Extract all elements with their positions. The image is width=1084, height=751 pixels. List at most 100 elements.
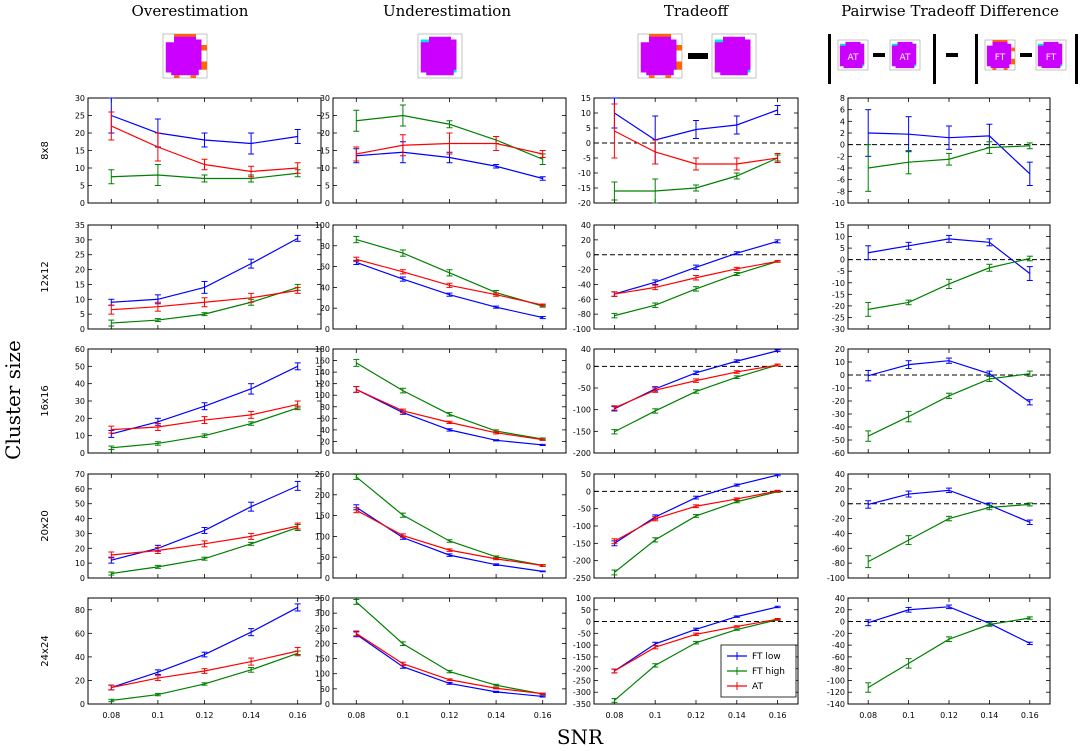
y-tick-label: 0 [325, 574, 330, 583]
y-tick-label: 160 [315, 357, 330, 366]
y-tick-label: 0 [840, 256, 845, 265]
y-tick-label: 15 [320, 147, 330, 156]
y-tick-label: -100 [827, 676, 845, 685]
y-tick-label: 80 [75, 606, 85, 615]
legend: FT low FT high AT [720, 644, 797, 698]
grid-cell [1011, 47, 1015, 52]
y-tick-label: 50 [75, 362, 85, 371]
y-tick-label: -120 [827, 688, 845, 697]
y-tick-label: 20 [75, 544, 85, 553]
bar-icon [975, 34, 978, 84]
panel-24x24-3: -140 -120 -100 -80 -60 -40 -20 0 20 40 0.08 0.1 0.12… [827, 594, 1051, 720]
y-tick-label: -200 [573, 449, 591, 458]
grid-cell [665, 75, 671, 78]
y-tick-label: 350 [315, 594, 330, 603]
y-tick-label: 0 [586, 139, 591, 148]
y-tick-label: 50 [75, 500, 85, 509]
x-tick-label: 0.1 [649, 711, 662, 720]
y-tick-label: 70 [75, 470, 85, 479]
y-tick-label: -150 [573, 427, 591, 436]
y-tick-label: 40 [835, 470, 845, 479]
legend-label: AT [752, 682, 763, 692]
y-tick-label: 30 [75, 236, 85, 245]
panel-20x20-3: -100 -80 -60 -40 -20 0 20 40 [827, 470, 1051, 583]
column-title: Tradeoff [664, 2, 730, 20]
x-tick-label: 0.12 [687, 711, 705, 720]
bar-icon [933, 34, 936, 84]
y-tick-label: 20 [320, 437, 330, 446]
y-tick-label: 20 [320, 304, 330, 313]
y-tick-label: 0 [80, 574, 85, 583]
panel-12x12-1: 0 20 40 60 80 100 [315, 221, 567, 334]
y-tick-label: 35 [75, 221, 85, 230]
y-tick-label: 0 [80, 449, 85, 458]
panel-16x16-1: 0 20 40 60 80 100 120 140 160 180 [315, 345, 567, 458]
y-tick-label: -5 [583, 154, 591, 163]
panel-12x12-2: -100 -80 -60 -40 -20 0 20 40 [573, 221, 799, 334]
y-tick-label: -50 [578, 384, 591, 393]
grid-cell [676, 61, 682, 70]
y-tick-label: -5 [837, 267, 845, 276]
grid-cell [201, 45, 207, 51]
y-tick-label: 0 [586, 487, 591, 496]
grid-cell [676, 45, 682, 51]
grid-cell [190, 75, 196, 78]
y-tick-label: 10 [75, 295, 85, 304]
y-tick-label: 10 [75, 432, 85, 441]
grid-cell [649, 75, 655, 78]
y-tick-label: 0 [80, 199, 85, 208]
y-tick-label: 0 [840, 500, 845, 509]
y-tick-label: -30 [832, 410, 845, 419]
y-tick-label: 5 [840, 244, 845, 253]
grid-cell [1003, 68, 1008, 70]
y-tick-label: -10 [832, 279, 845, 288]
y-tick-label: 5 [586, 124, 591, 133]
panel-16x16-0: 0 10 20 30 40 50 60 [75, 345, 322, 458]
plot-frame [593, 473, 799, 579]
y-tick-label: 50 [320, 553, 330, 562]
y-tick-label: 0 [840, 371, 845, 380]
y-tick-label: 0 [325, 325, 330, 334]
y-tick-label: -80 [832, 665, 845, 674]
y-tick-label: 6 [840, 106, 845, 115]
panel-12x12-0: 0 5 10 15 20 25 30 35 [75, 221, 322, 334]
y-tick-label: -200 [573, 557, 591, 566]
grid-cell [1011, 58, 1015, 65]
y-tick-label: -15 [832, 290, 845, 299]
panel-20x20-1: 0 50 100 150 200 250 [315, 470, 567, 583]
column-title: Overestimation [132, 2, 249, 20]
plot-frame [847, 97, 1051, 204]
bar-icon [828, 34, 831, 84]
grid-label: FT [1046, 53, 1057, 63]
y-tick-label: 20 [75, 414, 85, 423]
minus-icon [946, 53, 958, 57]
y-tick-label: 80 [320, 403, 330, 412]
minus-icon [688, 53, 708, 59]
y-tick-label: 40 [75, 653, 85, 662]
y-tick-label: 0 [80, 325, 85, 334]
y-tick-label: 250 [315, 470, 330, 479]
y-tick-label: 0 [586, 251, 591, 260]
y-tick-label: 40 [835, 594, 845, 603]
y-tick-label: 0 [325, 449, 330, 458]
panel-8x8-1: 0 5 10 15 20 25 30 [320, 94, 567, 208]
x-tick-label: 0.1 [397, 711, 410, 720]
y-tick-label: 20 [835, 606, 845, 615]
y-tick-label: 100 [315, 391, 330, 400]
y-tick-label: 0 [325, 700, 330, 709]
y-tick-label: -50 [578, 505, 591, 514]
y-tick-label: 200 [315, 491, 330, 500]
grid-cell [201, 61, 207, 70]
y-tick-label: 150 [315, 655, 330, 664]
bar-icon [1075, 34, 1078, 84]
y-tick-label: -60 [832, 653, 845, 662]
y-tick-label: 10 [75, 164, 85, 173]
y-tick-label: -8 [837, 187, 845, 196]
plot-frame [332, 473, 567, 579]
y-tick-label: 30 [75, 94, 85, 103]
y-tick-label: 30 [75, 397, 85, 406]
y-tick-label: 0 [840, 618, 845, 627]
panel-24x24-0: 0 20 40 60 80 0.08 0.1 0.12 0.14 0.16 [75, 597, 322, 720]
cluster-shape [714, 36, 751, 76]
